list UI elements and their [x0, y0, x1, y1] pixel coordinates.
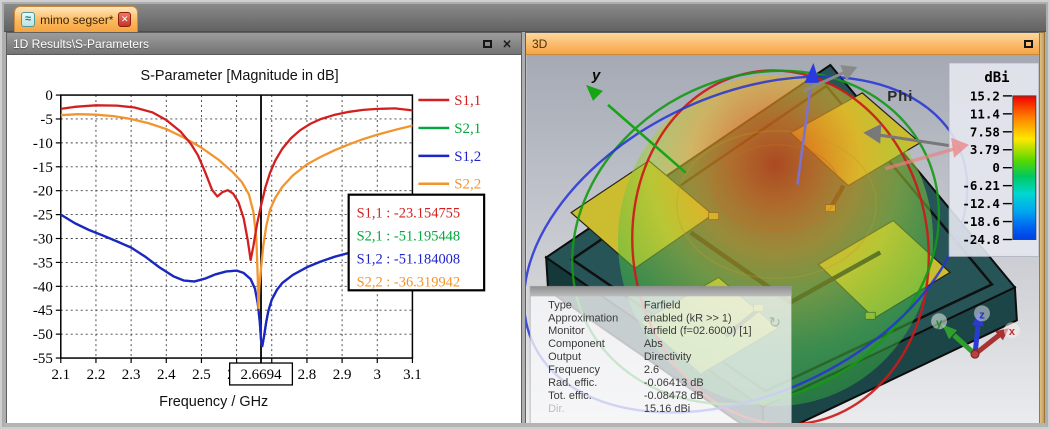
svg-text:2.4: 2.4	[157, 367, 176, 383]
close-icon: ✕	[502, 37, 512, 51]
svg-text:-45: -45	[33, 303, 53, 319]
svg-text:-50: -50	[33, 327, 53, 343]
sparams-panel: 1D Results\S-Parameters ✕ 2.1 2.2 2.3 2.4 2.…	[6, 32, 522, 427]
info-value: -0.06413 dB	[644, 377, 704, 389]
svg-text:2.3: 2.3	[122, 367, 141, 383]
info-value: Abs	[644, 338, 663, 350]
svg-text:-15: -15	[33, 160, 53, 176]
colorbar-title: dBi	[984, 70, 1009, 86]
maximize-icon	[483, 40, 492, 48]
legend-label-S2,1: S2,1	[454, 121, 481, 137]
view3d-viewport-area: y Phi dBi	[526, 55, 1042, 426]
tab-title: mimo segser*	[40, 13, 113, 27]
svg-text:2.2: 2.2	[87, 367, 106, 383]
document-tab[interactable]: ≈ mimo segser* ✕	[14, 6, 138, 32]
y-tick-labels: 0 -5 -10 -15 -20 -25 -30 -35 -40 -45 -50 -55	[33, 88, 53, 367]
sparams-close-button[interactable]: ✕	[499, 36, 515, 52]
farfield-info-table: Type Farfield Approximation enabled (kR >> …	[530, 286, 791, 426]
svg-text:-35: -35	[33, 255, 53, 271]
colorbar-tick-label: -12.4	[962, 196, 1000, 211]
colorbar-tick-label: -6.21	[962, 178, 1000, 193]
readout-S1,2: S1,2 : -51.184008	[357, 251, 460, 267]
close-icon: ✕	[121, 14, 129, 25]
colorbar-tick-label: 15.2	[970, 88, 1000, 103]
svg-text:-20: -20	[33, 184, 53, 200]
sparams-panel-title: 1D Results\S-Parameters	[13, 37, 149, 51]
marker-frequency-box[interactable]: 2.6694	[230, 363, 293, 385]
3d-viewport[interactable]: y Phi dBi	[526, 55, 1042, 426]
info-value: farfield (f=02.6000) [1]	[644, 325, 752, 337]
info-label: Output	[548, 351, 581, 363]
window-bottom-strip	[4, 423, 1046, 427]
svg-text:2.8: 2.8	[298, 367, 317, 383]
svg-text:2.1: 2.1	[51, 367, 70, 383]
svg-text:2.5: 2.5	[192, 367, 211, 383]
refresh-icon: ↻	[769, 314, 782, 331]
info-label: Rad. effic.	[548, 377, 597, 389]
svg-text:3.1: 3.1	[403, 367, 422, 383]
colorbar-tick-label: -24.8	[962, 232, 1000, 247]
waves-icon: ≈	[21, 12, 35, 27]
colorbar-gradient	[1013, 96, 1036, 240]
tab-close-button[interactable]: ✕	[118, 12, 131, 27]
svg-text:-10: -10	[33, 136, 53, 152]
sparams-plot-area: 2.12.22.32.42.52.62.72.82.933.10-5-10-15…	[7, 55, 521, 426]
sparameter-plot[interactable]: 2.12.22.32.42.52.62.72.82.933.10-5-10-15…	[7, 55, 521, 426]
svg-text:2.9: 2.9	[333, 367, 352, 383]
view3d-panel: 3D	[525, 32, 1043, 427]
svg-text:-55: -55	[33, 351, 53, 367]
info-value: -0.08478 dB	[644, 390, 704, 402]
readout-S2,2: S2,2 : -36.319942	[357, 274, 460, 290]
sparams-maximize-button[interactable]	[479, 36, 495, 52]
info-label: Monitor	[548, 325, 585, 337]
info-label: Dir.	[548, 403, 564, 415]
svg-text:-30: -30	[33, 231, 53, 247]
svg-text:-5: -5	[40, 112, 52, 128]
readout-S1,1: S1,1 : -23.154755	[357, 206, 460, 222]
svg-text:2.6694: 2.6694	[240, 367, 282, 383]
phi-label: Phi	[887, 88, 913, 105]
info-value: Directivity	[644, 351, 692, 363]
window-frame: ≈ mimo segser* ✕ 1D Results\S-Parameters…	[0, 0, 1050, 429]
info-value: 2.6	[644, 364, 659, 376]
colorbar-tick-label: 0	[992, 160, 1000, 175]
marker-readout-box: S1,1 : -23.154755 S2,1 : -51.195448 S1,2 :…	[349, 195, 484, 291]
info-label: Tot. effic.	[548, 390, 592, 402]
x-axis-title: Frequency / GHz	[159, 394, 268, 410]
info-value: enabled (kR >> 1)	[644, 312, 732, 324]
svg-text:0: 0	[45, 88, 52, 104]
info-label: Frequency	[548, 364, 600, 376]
readout-S2,1: S2,1 : -51.195448	[357, 229, 460, 245]
legend-label-S1,2: S1,2	[454, 149, 481, 165]
legend-label-S1,1: S1,1	[454, 93, 481, 109]
colorbar-tick-label: 7.58	[970, 124, 1000, 139]
info-label: Approximation	[548, 312, 618, 324]
info-value: 15.16 dBi	[644, 403, 690, 415]
window-edge-strip	[1039, 32, 1045, 427]
triad-y-label: y	[936, 317, 943, 329]
info-value: Farfield	[644, 299, 681, 311]
tab-bar: ≈ mimo segser* ✕	[4, 4, 1046, 32]
colorbar-tick-label: -18.6	[962, 214, 1000, 229]
view3d-maximize-button[interactable]	[1020, 36, 1036, 52]
colorbar-tick-label: 11.4	[970, 106, 1000, 121]
triad-z-label: z	[979, 309, 985, 321]
svg-text:-25: -25	[33, 208, 53, 224]
info-label: Type	[548, 299, 572, 311]
chart-title: S-Parameter [Magnitude in dB]	[140, 68, 338, 84]
maximize-icon	[1024, 40, 1033, 48]
y-axis-label: y	[591, 67, 601, 84]
colorbar-tick-label: 3.79	[970, 142, 1000, 157]
svg-text:-40: -40	[33, 279, 53, 295]
view3d-panel-title: 3D	[532, 37, 547, 51]
info-label: Component	[548, 338, 605, 350]
view3d-titlebar[interactable]: 3D	[526, 33, 1042, 55]
colorbar-legend: dBi 15.2 11.4 7.58 3.79 0 -6.21 -12.4 -18.6 -24.…	[949, 63, 1039, 256]
legend-label-S2,2: S2,2	[454, 177, 481, 193]
triad-x-label: x	[1009, 326, 1016, 338]
plot-legend: S1,1 S2,1 S1,2 S2,2	[418, 93, 481, 193]
sparams-titlebar[interactable]: 1D Results\S-Parameters ✕	[7, 33, 521, 55]
svg-text:3: 3	[374, 367, 381, 383]
